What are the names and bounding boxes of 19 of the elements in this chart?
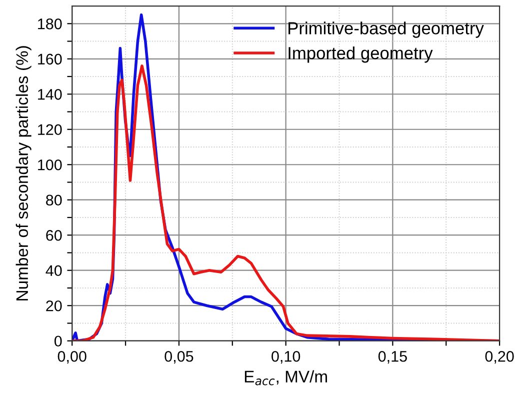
x-tick-label: 0,00 bbox=[58, 350, 86, 364]
y-tick-label: 140 bbox=[38, 88, 62, 100]
y-tick-label: 0 bbox=[54, 336, 62, 347]
y-axis-title: Number of secondary particles (%) bbox=[16, 46, 32, 300]
x-tick-label: 0,10 bbox=[272, 350, 300, 364]
y-tick-label: 120 bbox=[38, 124, 62, 136]
y-tick-label: 60 bbox=[46, 230, 62, 241]
y-tick-label: 20 bbox=[46, 300, 62, 312]
y-tick-label: 160 bbox=[38, 54, 62, 65]
legend-label: Primitive-based geometry bbox=[288, 22, 484, 38]
legend-label: Imported geometry bbox=[288, 46, 433, 63]
x-tick-label: 0,15 bbox=[378, 350, 407, 364]
x-tick-label: 0,05 bbox=[164, 350, 194, 364]
y-tick-label: 40 bbox=[46, 265, 62, 276]
y-tick-label: 80 bbox=[46, 194, 62, 206]
x-axis-title: E$_{acc}$, MV/m bbox=[244, 370, 327, 386]
y-tick-label: 180 bbox=[38, 18, 62, 30]
y-tick-label: 100 bbox=[38, 159, 62, 170]
x-tick-label: 0,20 bbox=[485, 350, 514, 364]
